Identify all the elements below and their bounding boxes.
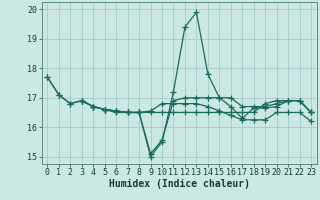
X-axis label: Humidex (Indice chaleur): Humidex (Indice chaleur) bbox=[109, 179, 250, 189]
